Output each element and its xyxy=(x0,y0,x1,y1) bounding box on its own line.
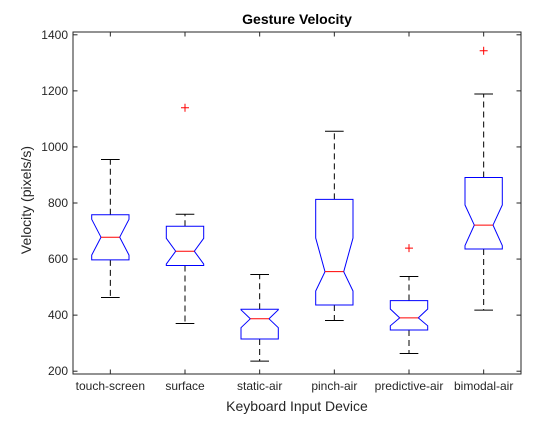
y-tick-label: 600 xyxy=(48,252,68,266)
x-tick-label: touch-screen xyxy=(76,379,145,393)
box-predictive-air xyxy=(389,300,429,331)
x-tick-label: surface xyxy=(165,379,205,393)
y-tick-label: 1200 xyxy=(41,84,68,98)
box-static-air xyxy=(240,308,279,340)
plot-area: 200 400 600 800 1000 1200 1400 touch-screen surf… xyxy=(41,28,522,393)
box-bimodal-air xyxy=(464,177,503,250)
box-pinch-air xyxy=(315,198,354,306)
y-tick-label: 1400 xyxy=(41,28,68,42)
y-tick-label: 200 xyxy=(48,364,68,378)
x-tick-label: bimodal-air xyxy=(454,379,513,393)
x-tick-label: pinch-air xyxy=(311,379,357,393)
outlier-marker xyxy=(405,244,413,253)
axes-frame xyxy=(72,31,522,375)
x-tick-label: predictive-air xyxy=(375,379,444,393)
box-surface xyxy=(165,225,205,266)
x-axis-label: Keyboard Input Device xyxy=(226,398,368,414)
y-tick-label: 800 xyxy=(48,196,68,210)
box-touch-screen xyxy=(91,214,130,261)
y-tick-label: 400 xyxy=(48,308,68,322)
chart-title: Gesture Velocity xyxy=(242,11,352,27)
outlier-marker xyxy=(479,46,488,55)
y-axis-label: Velocity (pixels/s) xyxy=(18,146,34,254)
y-tick-label: 1000 xyxy=(41,140,68,154)
x-tick-label: static-air xyxy=(237,379,282,393)
outlier-marker xyxy=(181,103,189,112)
